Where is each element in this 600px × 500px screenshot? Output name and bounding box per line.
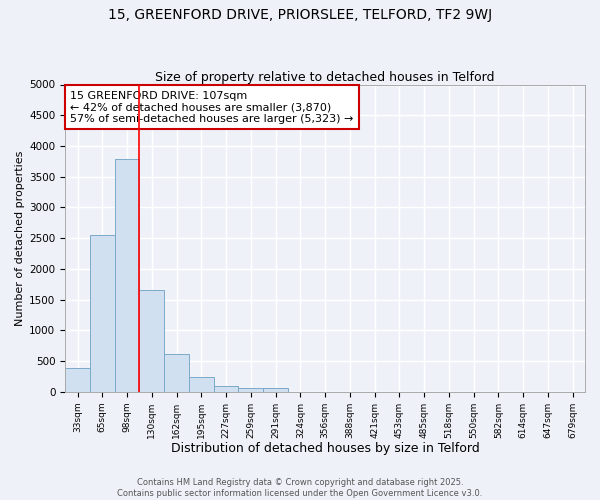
Bar bbox=[263, 388, 288, 392]
Text: Contains HM Land Registry data © Crown copyright and database right 2025.
Contai: Contains HM Land Registry data © Crown c… bbox=[118, 478, 482, 498]
Bar bbox=[238, 388, 263, 392]
Bar bbox=[164, 354, 189, 392]
Title: Size of property relative to detached houses in Telford: Size of property relative to detached ho… bbox=[155, 72, 495, 85]
Text: 15, GREENFORD DRIVE, PRIORSLEE, TELFORD, TF2 9WJ: 15, GREENFORD DRIVE, PRIORSLEE, TELFORD,… bbox=[108, 8, 492, 22]
Bar bbox=[90, 235, 115, 392]
Text: 15 GREENFORD DRIVE: 107sqm
← 42% of detached houses are smaller (3,870)
57% of s: 15 GREENFORD DRIVE: 107sqm ← 42% of deta… bbox=[70, 90, 354, 124]
Bar bbox=[139, 290, 164, 392]
X-axis label: Distribution of detached houses by size in Telford: Distribution of detached houses by size … bbox=[170, 442, 479, 455]
Bar bbox=[115, 160, 139, 392]
Bar bbox=[214, 386, 238, 392]
Y-axis label: Number of detached properties: Number of detached properties bbox=[15, 150, 25, 326]
Bar bbox=[65, 368, 90, 392]
Bar bbox=[189, 377, 214, 392]
